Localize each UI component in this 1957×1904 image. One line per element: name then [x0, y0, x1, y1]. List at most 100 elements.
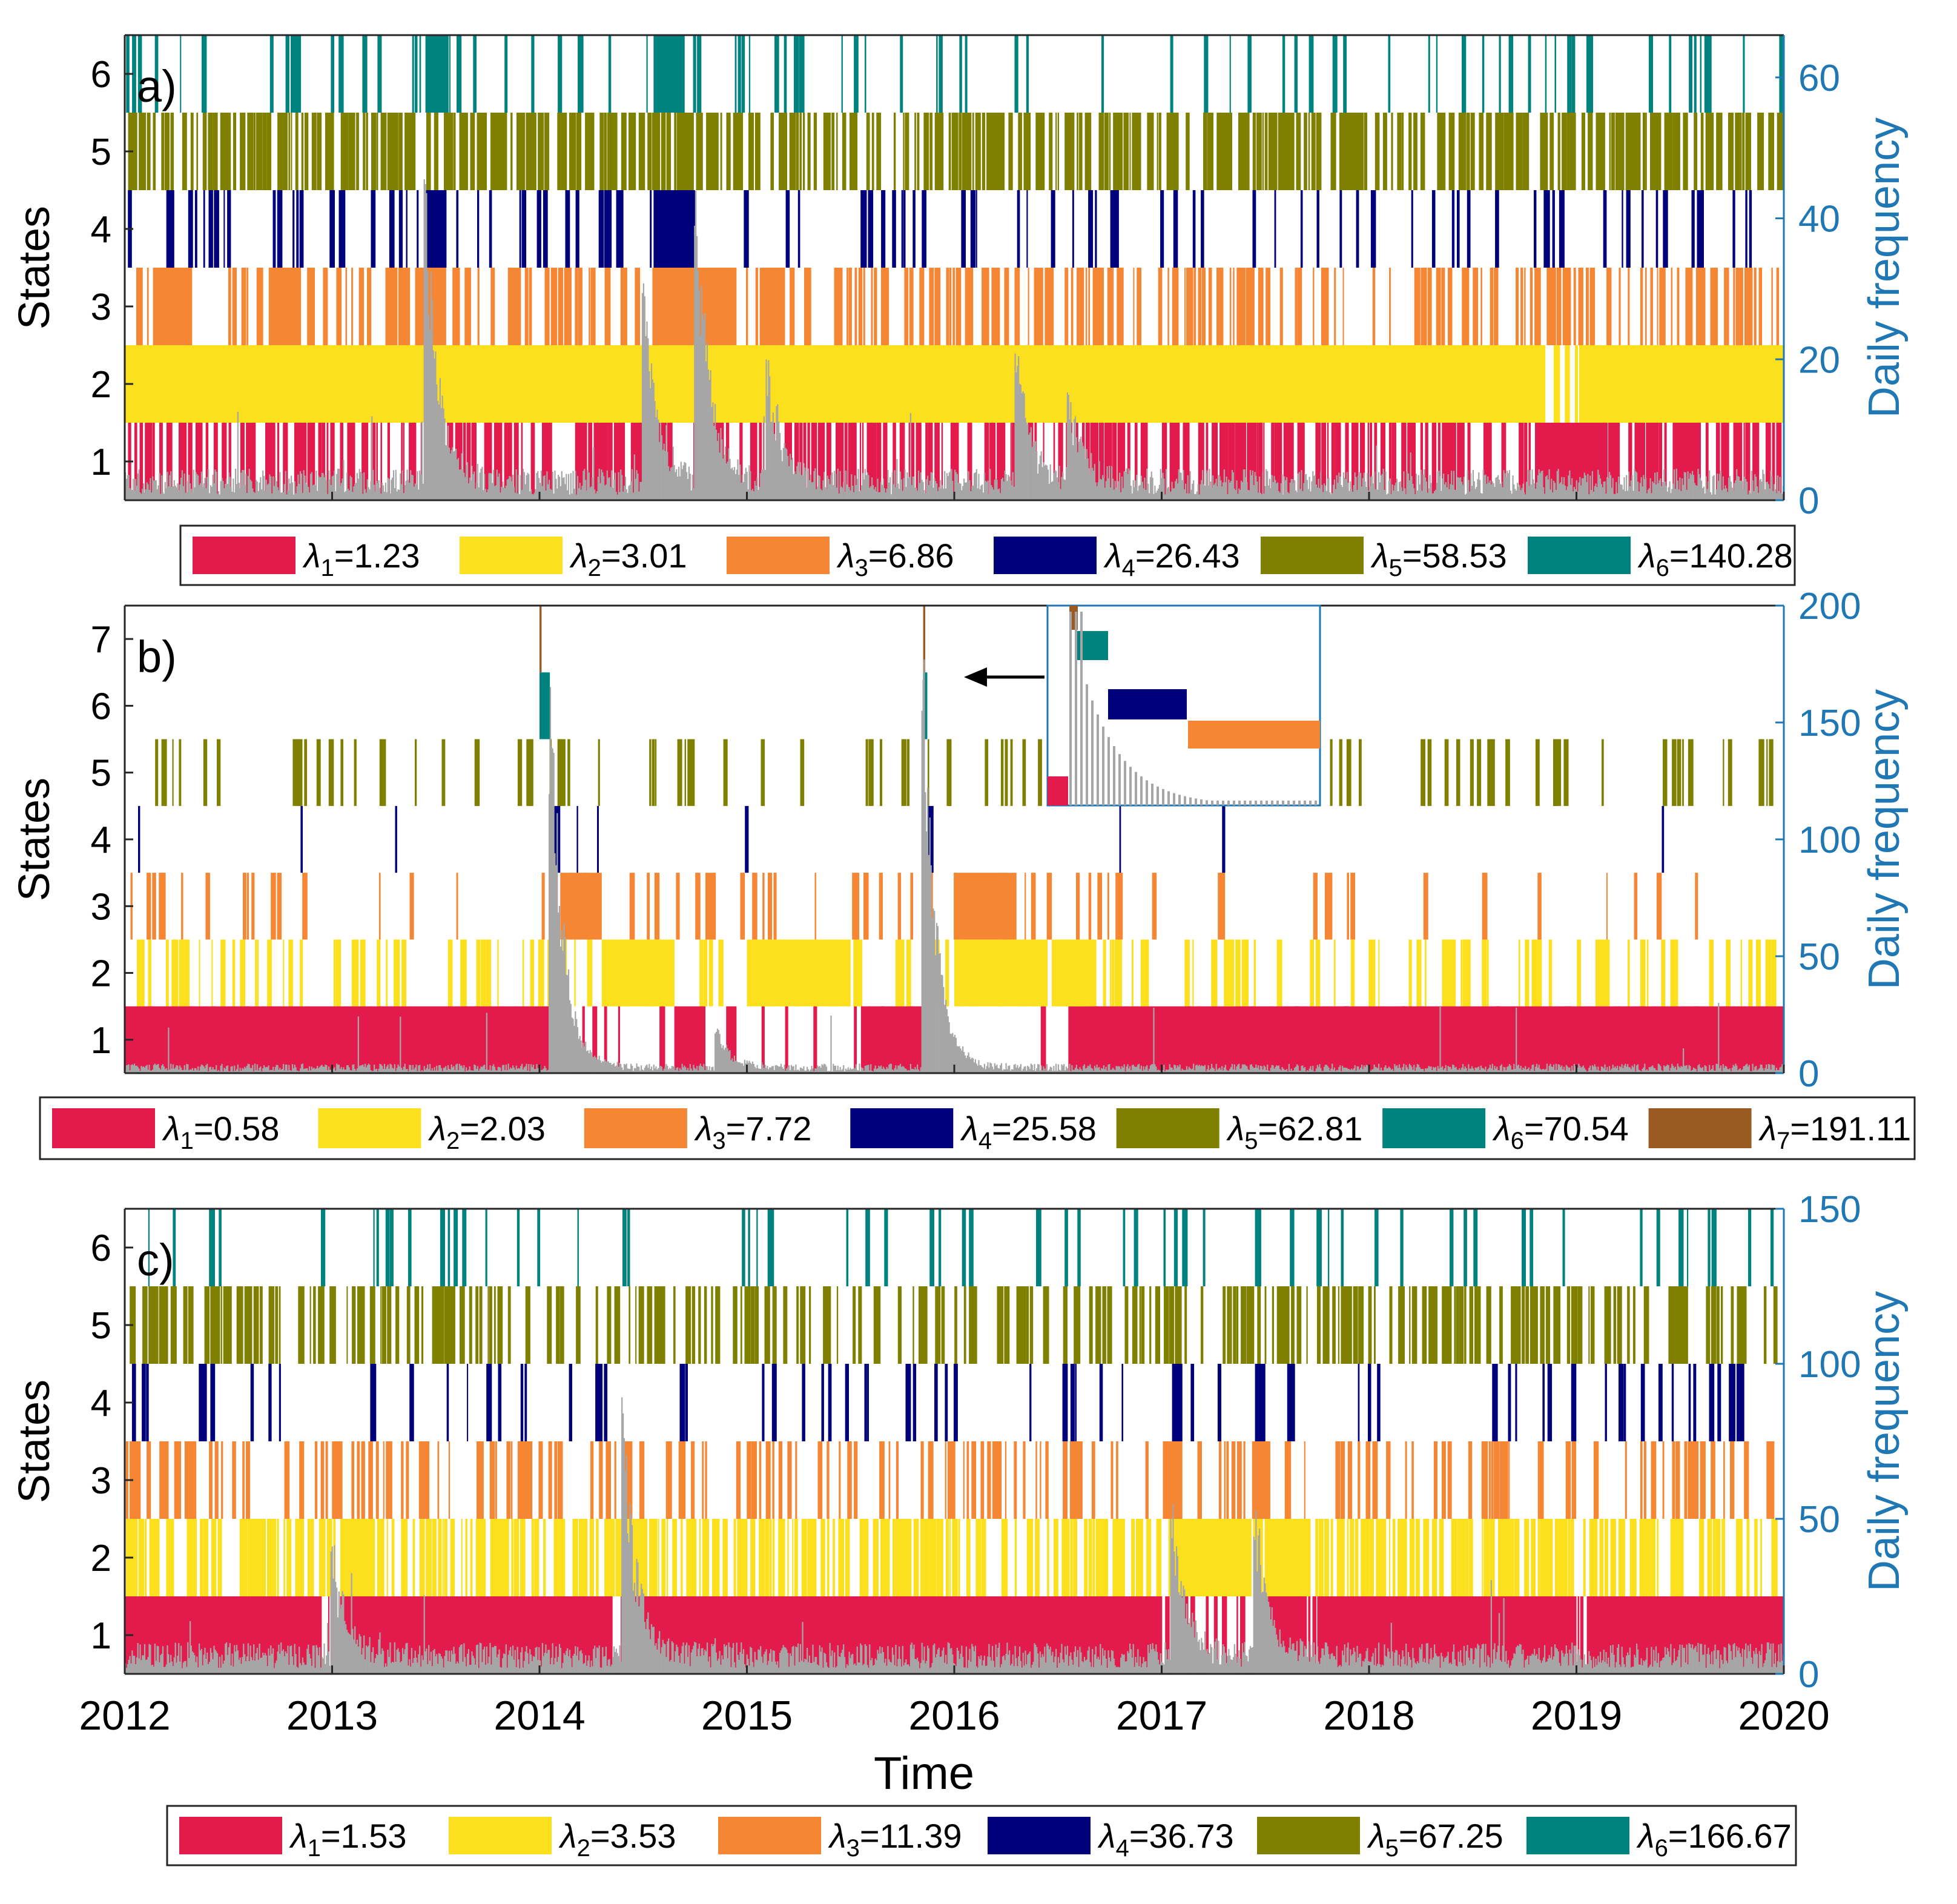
- state-5-stripe: [785, 113, 787, 190]
- frequency-bar: [1064, 480, 1066, 500]
- frequency-bar: [946, 1009, 948, 1073]
- frequency-bar: [589, 1050, 591, 1073]
- frequency-bar: [155, 480, 157, 500]
- frequency-bar: [1164, 494, 1166, 500]
- frequency-bar: [834, 1065, 837, 1073]
- frequency-bar: [888, 482, 890, 500]
- frequency-bar: [1152, 477, 1153, 500]
- frequency-bar: [1003, 481, 1005, 500]
- state-2-stripe: [1211, 939, 1216, 1007]
- frequency-bar: [1542, 471, 1543, 500]
- state-2-stripe: [1463, 939, 1468, 1007]
- frequency-bar: [798, 1071, 800, 1073]
- state-4-stripe: [1691, 190, 1695, 268]
- state-5-stripe: [831, 113, 835, 190]
- state-2-stripe: [447, 939, 453, 1007]
- frequency-bar: [1284, 476, 1285, 500]
- state-2-stripe: [240, 939, 245, 1007]
- frequency-bar: [672, 1066, 674, 1073]
- frequency-bar: [670, 468, 672, 500]
- state-2-stripe: [1628, 939, 1630, 1007]
- frequency-bar: [247, 475, 249, 500]
- frequency-bar: [1211, 488, 1213, 500]
- state-1-stripe: [1653, 423, 1658, 500]
- state-5-stripe: [341, 739, 343, 806]
- frequency-bar: [1774, 484, 1775, 500]
- frequency-bar: [1058, 466, 1060, 500]
- state-1-stripe: [1053, 423, 1055, 500]
- frequency-bar: [1045, 464, 1047, 500]
- state-5-stripe: [1615, 113, 1617, 190]
- frequency-bar: [1754, 474, 1756, 500]
- frequency-bar: [978, 1060, 980, 1073]
- frequency-bar: [302, 492, 303, 500]
- frequency-bar: [1018, 1068, 1020, 1073]
- state-3-stripe: [1589, 268, 1596, 345]
- state-2-stripe: [539, 939, 544, 1007]
- state-6-stripe: [959, 35, 962, 113]
- frequency-bar: [1755, 477, 1757, 500]
- frequency-bar: [754, 481, 756, 500]
- frequency-bar: [756, 1065, 758, 1073]
- frequency-bar: [1098, 461, 1100, 500]
- state-3-stripe: [1313, 268, 1315, 345]
- state-5-stripe: [1611, 113, 1615, 190]
- frequency-bar: [322, 1066, 324, 1073]
- frequency-bar: [1175, 481, 1177, 500]
- frequency-bar: [406, 469, 408, 500]
- frequency-bar: [394, 488, 395, 500]
- frequency-bar: [406, 1069, 408, 1073]
- state-3-stripe: [590, 268, 596, 345]
- state-5-stripe: [480, 113, 485, 190]
- state-5-stripe: [761, 739, 765, 806]
- state-4-stripe: [892, 190, 896, 268]
- frequency-bar: [1351, 492, 1353, 500]
- state-1-stripe: [547, 423, 552, 500]
- frequency-bar: [445, 1066, 447, 1073]
- frequency-bar: [763, 1068, 765, 1073]
- frequency-bar: [1345, 478, 1347, 500]
- state-5-stripe: [538, 113, 541, 190]
- frequency-bar: [418, 1065, 420, 1073]
- state-3-stripe: [1700, 268, 1706, 345]
- frequency-bar: [855, 1064, 857, 1073]
- state-6-stripe: [1026, 35, 1029, 113]
- frequency-bar: [1594, 486, 1596, 500]
- state-2-stripe: [1091, 939, 1097, 1007]
- frequency-bar: [1568, 475, 1569, 500]
- frequency-bar: [143, 1066, 145, 1073]
- state-3-stripe: [1733, 268, 1735, 345]
- frequency-bar: [1766, 482, 1767, 500]
- state-3-stripe: [1556, 268, 1562, 345]
- frequency-bar: [455, 1064, 457, 1073]
- frequency-bar: [938, 487, 940, 500]
- frequency-bar: [690, 490, 692, 500]
- frequency-bar: [770, 421, 772, 500]
- frequency-bar: [1279, 492, 1281, 500]
- frequency-bar: [763, 416, 765, 500]
- frequency-bar: [447, 1065, 449, 1073]
- state-3-stripe: [1657, 268, 1658, 345]
- frequency-bar: [362, 1064, 364, 1073]
- state-2-stripe: [1487, 939, 1489, 1007]
- frequency-bar: [955, 472, 957, 500]
- frequency-bar: [787, 455, 789, 500]
- frequency-bar: [283, 484, 285, 500]
- state-2-stripe: [476, 939, 481, 1007]
- frequency-bar: [1370, 477, 1372, 500]
- frequency-bar: [365, 492, 368, 500]
- frequency-bar: [375, 1068, 377, 1073]
- state-2-stripe: [1606, 939, 1610, 1007]
- frequency-bar: [1573, 487, 1575, 500]
- frequency-bar: [470, 1070, 472, 1073]
- state-5-stripe: [1656, 113, 1662, 190]
- state-4-stripe: [1201, 190, 1204, 268]
- frequency-bar: [388, 478, 390, 500]
- state-6-stripe: [414, 35, 418, 113]
- state-3-stripe: [1098, 268, 1100, 345]
- state-2-stripe: [1603, 939, 1607, 1007]
- frequency-bar: [848, 487, 850, 500]
- frequency-bar: [358, 469, 360, 500]
- frequency-bar: [404, 484, 406, 500]
- frequency-bar: [492, 1066, 493, 1073]
